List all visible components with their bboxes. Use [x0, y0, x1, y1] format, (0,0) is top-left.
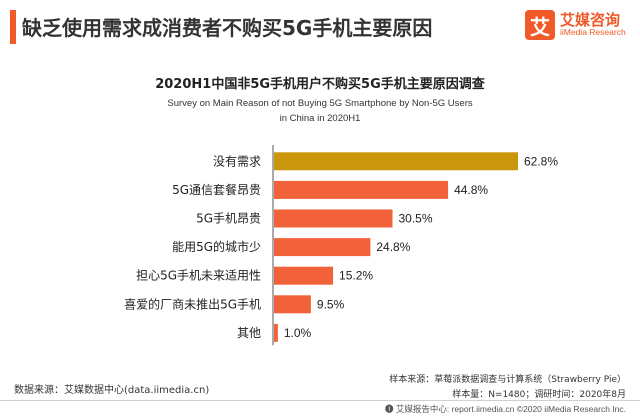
category-label: 其他	[237, 326, 261, 340]
logo-name-en: iiMedia Research	[560, 27, 626, 38]
value-label: 62.8%	[524, 154, 558, 168]
value-label: 15.2%	[339, 269, 373, 283]
bar	[274, 266, 334, 285]
category-label: 能用5G的城市少	[172, 239, 261, 254]
category-label: 5G通信套餐昂贵	[172, 182, 261, 197]
bar	[274, 180, 449, 199]
category-label: 担心5G手机未来适用性	[136, 269, 261, 283]
footer-text: 🅘 艾媒报告中心: report.iimedia.cn ©2020 iiMedi…	[384, 404, 626, 414]
logo: 艾 艾媒咨询 iiMedia Research	[525, 10, 626, 40]
footer-divider	[0, 400, 640, 401]
bar	[274, 295, 311, 314]
category-label: 喜爱的厂商未推出5G手机	[124, 296, 261, 311]
bar	[274, 323, 278, 342]
chart-subtitle-line-2: in China in 2020H1	[279, 113, 361, 124]
chart-title: 2020H1中国非5G手机用户不购买5G手机主要原因调查	[155, 77, 485, 92]
sample-size-note: 样本量：N=1480；调研时间：2020年8月	[452, 390, 626, 400]
chart-subtitle-line-1: Survey on Main Reason of not Buying 5G S…	[167, 98, 473, 109]
title-accent-bar	[10, 10, 16, 44]
value-label: 24.8%	[376, 240, 410, 254]
logo-icon: 艾	[525, 10, 555, 40]
value-label: 9.5%	[317, 297, 345, 311]
bar	[274, 152, 518, 171]
category-label: 没有需求	[213, 153, 261, 168]
value-label: 30.5%	[399, 212, 433, 226]
bar	[274, 238, 371, 257]
logo-text: 艾媒咨询 iiMedia Research	[560, 10, 626, 38]
logo-name-cn: 艾媒咨询	[560, 10, 621, 29]
category-label: 5G手机昂贵	[196, 212, 261, 226]
sample-source-note: 样本来源：草莓派数据调查与计算系统（Strawberry Pie）	[389, 375, 626, 385]
page-title: 缺乏使用需求成消费者不购买5G手机主要原因	[22, 16, 433, 40]
value-label: 44.8%	[454, 183, 488, 197]
bar	[274, 209, 393, 228]
value-label: 1.0%	[284, 326, 312, 340]
data-source-note: 数据来源：艾媒数据中心(data.iimedia.cn)	[14, 385, 210, 396]
